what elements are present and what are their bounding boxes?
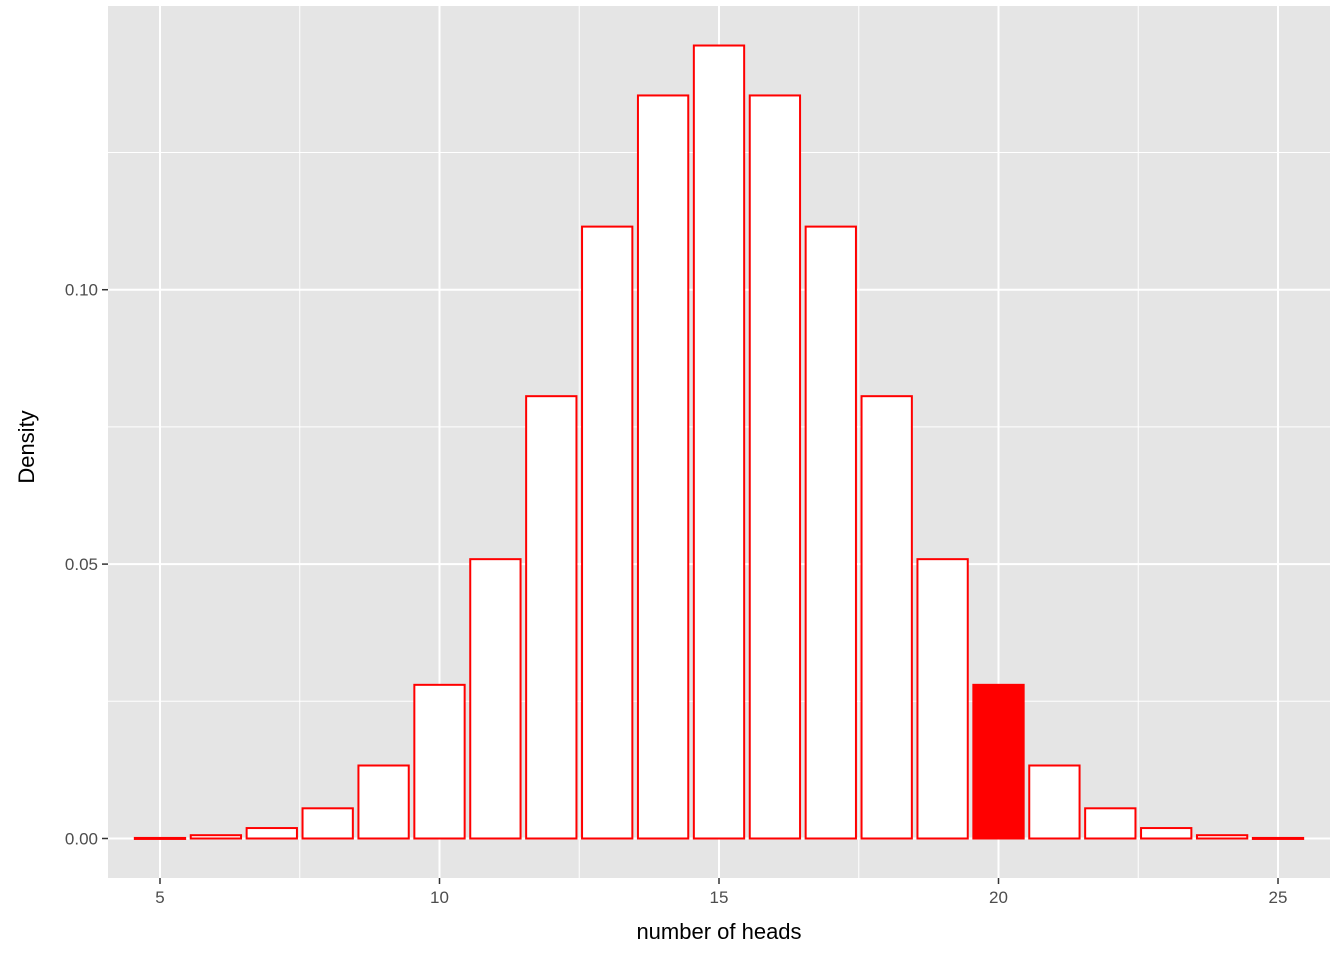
bar	[413, 683, 466, 840]
bar	[133, 836, 187, 840]
x-tick-label: 5	[155, 888, 164, 907]
bars	[133, 44, 1305, 840]
x-axis-title: number of heads	[636, 919, 801, 944]
x-axis-ticks: 5 10 15 20 25	[155, 878, 1287, 907]
bar	[1028, 764, 1081, 840]
bar	[357, 764, 410, 840]
x-tick-label: 10	[430, 888, 449, 907]
bar	[636, 94, 690, 840]
bar	[469, 558, 522, 840]
x-tick-label: 15	[710, 888, 729, 907]
bar	[525, 395, 578, 840]
bar	[860, 395, 913, 840]
y-axis-ticks: 0.00 0.05 0.10	[65, 281, 108, 848]
bar-highlighted	[972, 683, 1025, 840]
y-axis-title: Density	[14, 410, 39, 483]
y-tick-label: 0.10	[65, 281, 98, 300]
bar	[581, 225, 634, 840]
bar	[1140, 827, 1193, 840]
x-tick-label: 20	[989, 888, 1008, 907]
bar	[189, 834, 243, 840]
bar	[1195, 834, 1249, 840]
y-tick-label: 0.05	[65, 555, 98, 574]
bar	[804, 225, 857, 840]
bar	[301, 807, 354, 840]
x-tick-label: 25	[1269, 888, 1288, 907]
y-tick-label: 0.00	[65, 829, 98, 848]
bar	[1084, 807, 1137, 840]
bar	[748, 94, 802, 840]
bar	[1251, 836, 1305, 840]
bar	[916, 558, 969, 840]
bar	[692, 44, 746, 840]
bar	[245, 827, 298, 840]
